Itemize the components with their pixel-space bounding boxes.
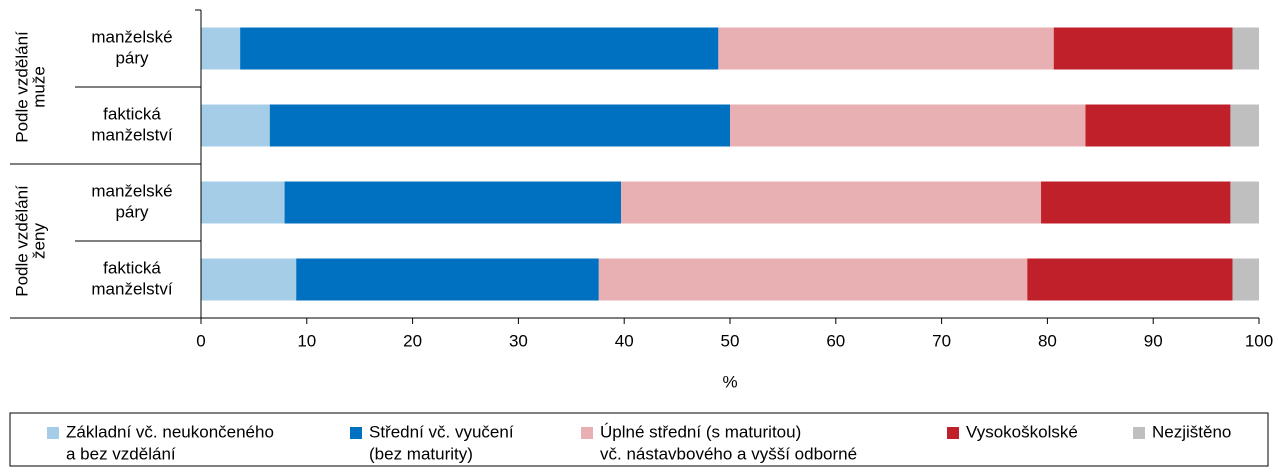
x-tick-label: 100 bbox=[1245, 331, 1273, 350]
bar-segment bbox=[1230, 104, 1259, 147]
bar-segment bbox=[240, 27, 719, 70]
legend-label: vč. nástavbového a vyšší odborné bbox=[600, 444, 857, 463]
legend-label: Úplné střední (s maturitou) bbox=[600, 422, 801, 441]
bar-segment bbox=[1041, 181, 1231, 224]
bar-segment bbox=[1053, 27, 1233, 70]
bar-segment bbox=[718, 27, 1054, 70]
bar-segment bbox=[1230, 181, 1259, 224]
x-tick-label: 70 bbox=[932, 331, 951, 350]
bar-segment bbox=[201, 104, 270, 147]
category-label: páry bbox=[115, 202, 149, 221]
x-axis-label: % bbox=[722, 372, 737, 391]
group-label: muže bbox=[29, 66, 48, 108]
legend-swatch bbox=[350, 427, 362, 439]
group-label: Podle vzdělání bbox=[12, 31, 31, 143]
x-tick-label: 20 bbox=[403, 331, 422, 350]
bar-segment bbox=[269, 104, 730, 147]
category-label: manželské bbox=[91, 181, 172, 200]
x-tick-label: 30 bbox=[509, 331, 528, 350]
category-label: faktická bbox=[103, 258, 161, 277]
x-tick-label: 80 bbox=[1038, 331, 1057, 350]
legend-swatch bbox=[581, 427, 593, 439]
category-label: páry bbox=[115, 48, 149, 67]
legend-box bbox=[9, 412, 1269, 467]
x-tick-label: 10 bbox=[297, 331, 316, 350]
bar-segment bbox=[1027, 258, 1233, 301]
group-label: ženy bbox=[29, 223, 48, 259]
bar-segment bbox=[201, 258, 297, 301]
bar-segment bbox=[296, 258, 599, 301]
category-label: manželství bbox=[91, 125, 173, 144]
bar-segment bbox=[1232, 27, 1259, 70]
legend-label: Nezjištěno bbox=[1152, 422, 1231, 441]
x-tick-label: 60 bbox=[826, 331, 845, 350]
x-tick-label: 90 bbox=[1144, 331, 1163, 350]
bar-segment bbox=[621, 181, 1042, 224]
group-label: Podle vzdělání bbox=[12, 185, 31, 297]
legend-swatch bbox=[47, 427, 59, 439]
bar-segment bbox=[598, 258, 1028, 301]
legend-swatch bbox=[947, 427, 959, 439]
legend-label: Základní vč. neukončeného bbox=[66, 422, 274, 441]
bar-segment bbox=[201, 181, 285, 224]
bar-segment bbox=[284, 181, 622, 224]
legend-label: Vysokoškolské bbox=[966, 422, 1078, 441]
x-tick-label: 40 bbox=[615, 331, 634, 350]
bar-segment bbox=[730, 104, 1086, 147]
legend-label: a bez vzdělání bbox=[66, 444, 176, 463]
x-tick-label: 50 bbox=[721, 331, 740, 350]
legend-label: Střední vč. vyučení bbox=[369, 422, 514, 441]
category-label: manželství bbox=[91, 279, 173, 298]
x-tick-label: 0 bbox=[196, 331, 205, 350]
legend-swatch bbox=[1133, 427, 1145, 439]
legend-label: (bez maturity) bbox=[369, 444, 473, 463]
bar-segment bbox=[201, 27, 241, 70]
category-label: faktická bbox=[103, 104, 161, 123]
bar-segment bbox=[1232, 258, 1259, 301]
bar-segment bbox=[1085, 104, 1231, 147]
category-label: manželské bbox=[91, 27, 172, 46]
